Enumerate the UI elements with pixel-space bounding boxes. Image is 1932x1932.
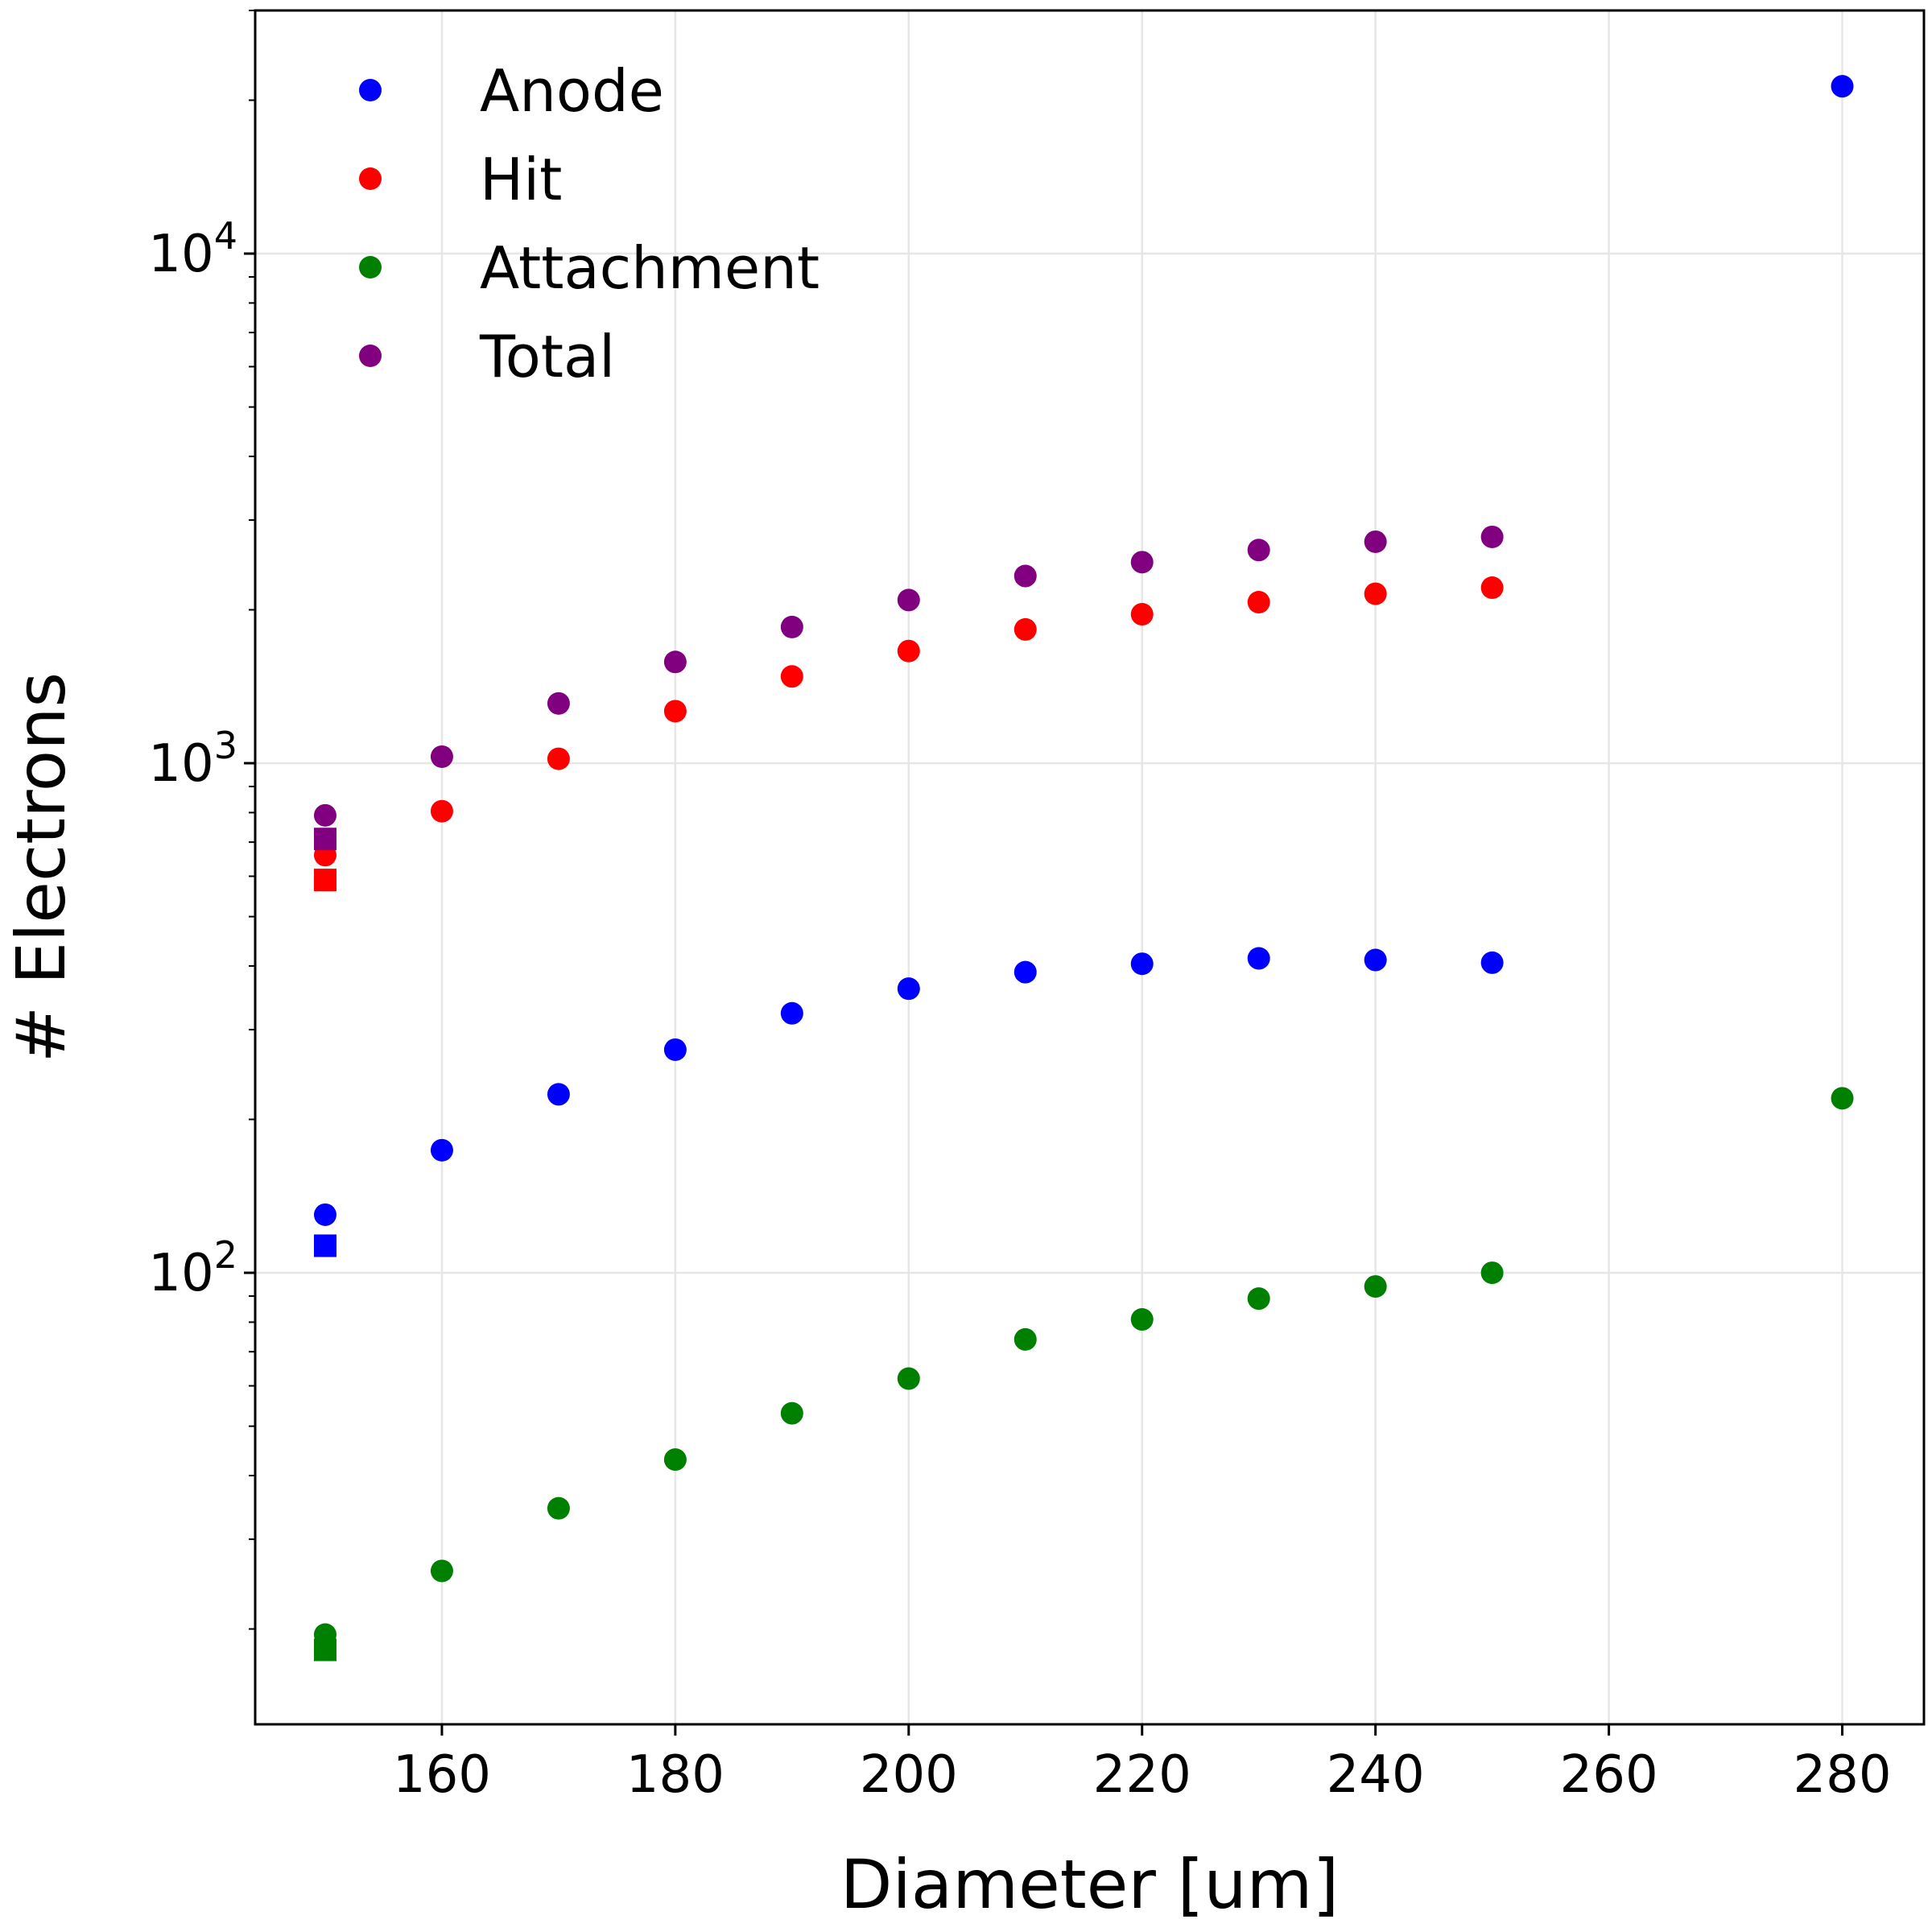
total-point [313,803,336,827]
anode-square-point [313,1234,336,1257]
legend-marker-hit [359,167,382,190]
anode-point [1247,947,1270,970]
data-points [313,75,1854,1662]
hit-point [663,700,687,723]
attachment-point [1480,1261,1504,1285]
attachment-point [663,1448,687,1472]
x-tick-label: 160 [393,1745,491,1805]
total-point [430,745,453,768]
attachment-point [897,1367,920,1390]
hit-point [1130,603,1154,626]
x-tick-label: 220 [1093,1745,1191,1805]
hit-point [430,799,453,823]
anode-point [1364,948,1387,972]
attachment-point [313,1623,336,1646]
legend: Anode Hit Attachment Total [359,57,819,390]
total-point [780,615,803,638]
y-axis-title: # Electrons [2,672,80,1063]
anode-point [313,1203,336,1226]
legend-label-hit: Hit [480,146,562,213]
attachment-point [780,1402,803,1425]
total-point [547,691,570,715]
hit-point [547,747,570,770]
x-tick-label: 180 [626,1745,724,1805]
anode-point [1013,960,1037,984]
hit-point [1480,576,1504,600]
total-point [1480,525,1504,548]
hit-point [1364,582,1387,605]
anode-point [430,1138,453,1162]
attachment-point [1130,1308,1154,1331]
attachment-point [547,1496,570,1520]
x-tick-label: 240 [1327,1745,1425,1805]
attachment-point [1013,1327,1037,1351]
total-point [897,588,920,612]
total-point [663,650,687,674]
attachment-point [1831,1087,1854,1110]
hit-point [780,665,803,688]
legend-marker-total [359,345,382,367]
anode-point [547,1083,570,1106]
anode-point [1130,952,1154,976]
y-tick-label: 104 [148,214,237,284]
y-tick-label: 103 [148,724,237,794]
hit-square-point [313,869,336,892]
legend-marker-anode [359,79,382,101]
total-point [1364,530,1387,553]
total-point [1013,564,1037,588]
legend-label-attachment: Attachment [480,234,819,302]
anode-point [897,977,920,1001]
x-tick-label: 260 [1560,1745,1658,1805]
plot-frame [254,9,1926,1726]
x-axis-title: Diameter [um] [840,1845,1339,1924]
y-tick-label: 102 [148,1233,237,1303]
legend-marker-attachment [359,256,382,279]
grid-lines [255,10,1924,1724]
anode-point [1480,951,1504,974]
total-square-point [313,828,336,851]
anode-point [663,1038,687,1061]
hit-point [1013,617,1037,641]
attachment-point [1247,1287,1270,1311]
anode-point [1831,75,1854,98]
total-point [1130,551,1154,574]
x-tick-label: 200 [860,1745,958,1805]
legend-label-total: Total [479,323,615,390]
total-point [1247,539,1270,562]
x-tick-label: 280 [1793,1745,1891,1805]
hit-point [897,639,920,663]
attachment-point [430,1559,453,1583]
attachment-point [1364,1275,1387,1298]
anode-point [780,1001,803,1025]
axis-ticks: 160 180 200 220 240 260 280 102 103 104 [148,214,1891,1805]
legend-label-anode: Anode [480,57,664,125]
hit-point [1247,591,1270,614]
